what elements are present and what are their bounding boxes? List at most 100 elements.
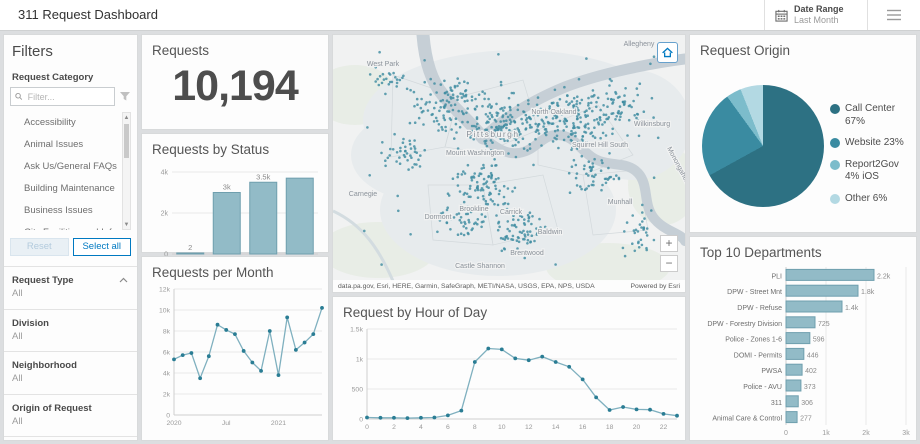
data-point[interactable] <box>526 358 531 363</box>
chevron-up-icon <box>119 277 128 283</box>
data-point[interactable] <box>285 315 290 320</box>
date-range-selector[interactable]: Date Range Last Month <box>764 0 868 30</box>
category-item[interactable]: City Facilities and Infrastructure <box>10 222 131 230</box>
data-point[interactable] <box>276 373 281 377</box>
data-point[interactable] <box>486 346 491 351</box>
scroll-thumb[interactable] <box>124 124 129 158</box>
category-item[interactable]: Building Maintenance <box>24 183 115 194</box>
data-point[interactable] <box>172 357 176 362</box>
data-point[interactable] <box>189 351 194 355</box>
filter-section-request-type[interactable]: Request Type All <box>4 267 137 310</box>
date-range-value: Last Month <box>794 15 839 25</box>
data-point[interactable] <box>432 415 437 420</box>
data-point[interactable] <box>180 353 185 358</box>
data-point[interactable] <box>553 360 558 364</box>
data-point[interactable] <box>311 332 316 337</box>
data-point[interactable] <box>302 340 307 345</box>
data-point[interactable] <box>594 395 599 400</box>
bar-dpw-refuse[interactable] <box>785 300 843 313</box>
data-point[interactable] <box>621 405 625 409</box>
bar-police-zones-1-6[interactable] <box>785 332 811 345</box>
zoom-out-button[interactable]: − <box>660 255 678 272</box>
data-point[interactable] <box>513 356 518 361</box>
bar-open[interactable] <box>212 192 241 255</box>
scroll-up-icon[interactable]: ▲ <box>123 114 130 121</box>
bar-closed[interactable] <box>249 181 278 255</box>
category-item[interactable]: Accessibility <box>24 117 76 128</box>
zoom-in-button[interactable]: + <box>660 235 678 252</box>
departments-title: Top 10 Departments <box>700 245 822 260</box>
data-point[interactable] <box>378 415 383 420</box>
svg-text:3k: 3k <box>223 183 231 192</box>
data-point[interactable] <box>320 306 324 310</box>
filter-section-origin-of-request[interactable]: Origin of Request All <box>4 395 137 438</box>
select-all-button[interactable]: Select all <box>72 238 131 256</box>
status-bar-chart[interactable]: 02k4k2On Hold3kOpen3.5kClosedNew <box>148 160 324 267</box>
data-point[interactable] <box>224 328 229 332</box>
legend-item-call-center[interactable]: Call Center 67% <box>830 103 907 128</box>
filter-section-neighborhood[interactable]: Neighborhood All <box>4 352 137 395</box>
data-point[interactable] <box>419 415 423 420</box>
data-point[interactable] <box>472 360 477 364</box>
data-point[interactable] <box>392 415 396 420</box>
data-point[interactable] <box>540 354 545 359</box>
svg-text:500: 500 <box>352 387 364 394</box>
departments-bar-chart[interactable]: 0 1k 2k 3k PLI 2.2k DPW - Street Mnt 1.8k DPW - … <box>696 263 912 438</box>
data-point[interactable] <box>661 412 666 416</box>
scroll-down-icon[interactable]: ▼ <box>123 221 130 228</box>
home-button[interactable] <box>657 42 678 63</box>
svg-text:8: 8 <box>473 424 477 431</box>
bar-domi-permits[interactable] <box>785 347 805 360</box>
list-scrollbar[interactable]: ▲ ▼ <box>122 112 131 230</box>
data-point[interactable] <box>580 377 585 382</box>
data-point[interactable] <box>445 413 450 418</box>
bar-dpw-forestry-division[interactable] <box>785 316 816 329</box>
data-point[interactable] <box>293 348 298 352</box>
legend-item-website[interactable]: Website 23% <box>830 137 907 150</box>
data-point[interactable] <box>634 407 639 412</box>
bar-311[interactable] <box>785 395 799 408</box>
data-point[interactable] <box>267 329 272 333</box>
bar-animal-care-control[interactable] <box>785 411 798 424</box>
data-point[interactable] <box>215 322 220 327</box>
filter-section-status[interactable]: StatusAll <box>4 437 137 444</box>
data-point[interactable] <box>607 408 612 412</box>
data-point[interactable] <box>241 349 246 353</box>
monthly-line-chart[interactable]: 0 2k 4k 6k 8k 10k 12k 2020 Jul 2021 <box>148 283 324 438</box>
data-point[interactable] <box>365 415 369 420</box>
category-item[interactable]: Ask Us/General FAQs <box>24 161 117 172</box>
map-attribution: data.pa.gov, Esri, HERE, Garmin, SafeGra… <box>333 280 685 292</box>
reset-button[interactable]: Reset <box>10 238 69 256</box>
data-point[interactable] <box>405 416 410 420</box>
data-point[interactable] <box>567 364 572 369</box>
hourly-line-chart[interactable]: 0 500 1k 1.5k 0 2 4 6 8 10 12 14 16 18 20 22 <box>339 323 681 438</box>
svg-text:402: 402 <box>805 368 817 375</box>
clear-filter-icon[interactable] <box>119 91 131 102</box>
filter-section-division[interactable]: Division All <box>4 310 137 353</box>
map-canvas[interactable]: West Park Allegheny Pittsburgh Mount Washin… <box>313 28 698 291</box>
category-item[interactable]: Animal Issues <box>24 139 84 150</box>
bar-new[interactable] <box>285 177 314 255</box>
svg-text:2021: 2021 <box>271 420 286 427</box>
legend-item-other[interactable]: Other 6% <box>830 193 907 206</box>
bar-pli[interactable] <box>785 268 875 281</box>
data-point[interactable] <box>648 407 652 412</box>
svg-text:DPW - Refuse: DPW - Refuse <box>737 305 782 312</box>
category-filter-input[interactable] <box>25 90 110 103</box>
data-point[interactable] <box>206 354 211 359</box>
data-point[interactable] <box>459 408 464 413</box>
origin-pie-chart[interactable] <box>702 85 824 207</box>
bar-pwsa[interactable] <box>785 363 803 376</box>
data-point[interactable] <box>198 376 203 381</box>
data-point[interactable] <box>233 332 237 337</box>
menu-button[interactable] <box>867 0 920 30</box>
category-item[interactable]: Business Issues <box>24 205 93 216</box>
data-point[interactable] <box>675 413 679 418</box>
bar-on-hold[interactable] <box>176 252 205 255</box>
data-point[interactable] <box>259 369 263 373</box>
bar-dpw-street-mnt[interactable] <box>785 284 859 297</box>
bar-police-avu[interactable] <box>785 379 802 392</box>
legend-item-report2gov-ios[interactable]: Report2Gov 4% iOS <box>830 159 907 184</box>
data-point[interactable] <box>250 360 255 365</box>
data-point[interactable] <box>499 347 504 352</box>
